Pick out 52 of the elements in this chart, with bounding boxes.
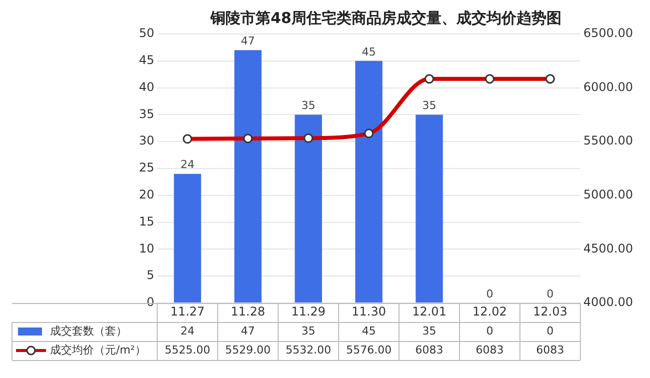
x-tick-label: 12.03 [532, 304, 568, 319]
y-tick-label: 50 [138, 26, 154, 40]
y2-tick-label: 4000.00 [583, 295, 633, 310]
data-label: 5576.00 [346, 343, 392, 356]
text: 0 [546, 287, 554, 300]
data-label: 5532.00 [286, 343, 332, 356]
y-tick-label: 35 [138, 106, 154, 121]
data-label: 47 [240, 324, 255, 338]
bar [294, 114, 322, 302]
data-label: 0 [486, 324, 494, 338]
bar [416, 114, 443, 302]
x-tick-label: 11.27 [170, 304, 205, 319]
y2-tick-label: 4500.00 [583, 241, 633, 256]
data-label: 45 [362, 324, 376, 338]
bar [174, 174, 202, 302]
y-tick-label: 20 [138, 188, 154, 202]
y-tick-label: 10 [138, 241, 154, 256]
text: 24 [180, 158, 194, 172]
y-tick-label: 30 [138, 134, 154, 148]
data-label: 6083 [476, 343, 504, 356]
data-label: 24 [180, 324, 194, 338]
legend-label: 成交套数（套） [50, 324, 127, 338]
y2-tick-label: 5000.00 [583, 188, 633, 202]
y-tick-label: 40 [138, 80, 154, 94]
text: 47 [240, 34, 255, 48]
y-tick-label: 5 [146, 268, 154, 282]
y2-tick-label: 5500.00 [583, 134, 633, 148]
data-label: 5529.00 [225, 343, 271, 356]
legend-label: 成交均价（元/m²） [50, 343, 146, 356]
x-tick-label: 11.28 [230, 304, 266, 319]
y2-tick-label: 6500.00 [583, 26, 633, 40]
y-tick-label: 45 [138, 53, 154, 68]
text: 0 [486, 287, 494, 300]
x-tick-label: 11.29 [291, 304, 326, 319]
x-tick-label: 12.02 [472, 304, 507, 319]
y2-tick-label: 6000.00 [583, 80, 633, 94]
bar [355, 60, 382, 302]
y-tick-label: 25 [138, 160, 154, 175]
y-tick-label: 15 [138, 214, 154, 228]
data-label: 6083 [415, 343, 444, 356]
text: 35 [301, 99, 316, 112]
x-tick-label: 12.01 [412, 304, 446, 319]
data-label: 6083 [536, 343, 564, 356]
chart-title: 铜陵市第48周住宅类商品房成交量、成交均价趋势图 [210, 8, 562, 27]
text: 45 [362, 45, 376, 58]
x-tick-label: 11.30 [352, 304, 386, 319]
data-label: 35 [422, 324, 436, 338]
bar [234, 50, 262, 302]
data-label: 35 [301, 324, 316, 338]
data-label: 5525.00 [164, 343, 210, 356]
data-label: 0 [546, 324, 554, 338]
text: 35 [422, 99, 436, 112]
